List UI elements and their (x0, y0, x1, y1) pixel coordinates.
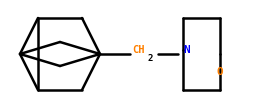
Text: 2: 2 (148, 54, 153, 62)
Text: O: O (217, 67, 223, 77)
Text: CH: CH (132, 45, 145, 55)
Text: N: N (183, 45, 190, 55)
